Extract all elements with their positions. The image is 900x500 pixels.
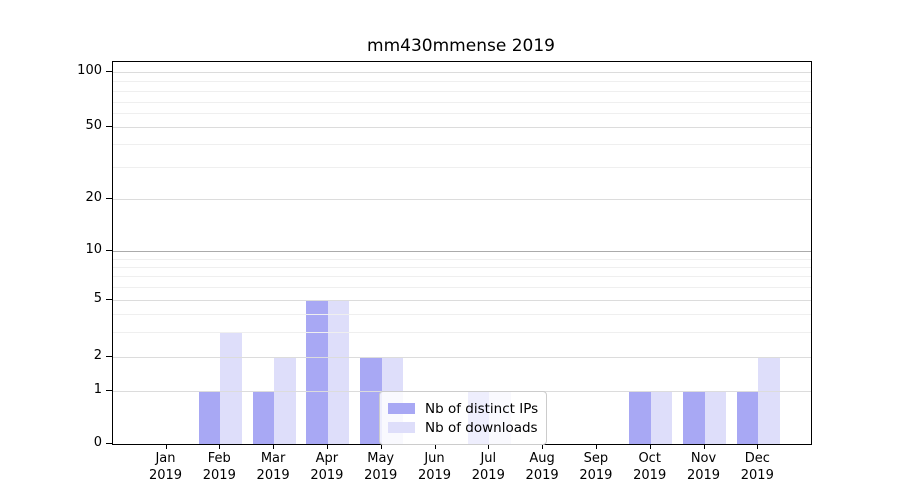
- legend-swatch-downloads: [388, 422, 415, 433]
- x-axis-month-label-mar: Mar: [260, 451, 286, 466]
- x-axis-year-label-aug: 2019: [525, 468, 559, 483]
- gridline-major-100: [113, 72, 811, 73]
- y-axis-tick-label-100: 100: [77, 63, 102, 78]
- bar-may-distinct-ips: [360, 357, 382, 444]
- x-axis-year-label-jul: 2019: [471, 468, 505, 483]
- x-axis-tick-mark-oct: [649, 444, 651, 449]
- x-axis-year-label-oct: 2019: [633, 468, 667, 483]
- legend-label-downloads: Nb of downloads: [425, 419, 538, 436]
- x-axis-year-label-may: 2019: [364, 468, 398, 483]
- x-axis-tick-mark-dec: [757, 444, 759, 449]
- bar-oct-distinct-ips: [629, 391, 651, 444]
- y-axis-tick-mark-50: [106, 126, 112, 127]
- x-axis-year-label-mar: 2019: [256, 468, 290, 483]
- y-axis-tick-label-0: 0: [93, 435, 102, 450]
- x-axis-tick-mark-sep: [595, 444, 597, 449]
- x-axis-month-label-nov: Nov: [690, 451, 717, 466]
- y-axis-tick-mark-0: [106, 443, 112, 444]
- bar-feb-distinct-ips: [198, 391, 221, 444]
- x-axis-month-label-jan: Jan: [155, 451, 176, 466]
- bar-dec-downloads: [758, 357, 780, 444]
- plot-area: Nb of distinct IPs Nb of downloads: [112, 61, 812, 445]
- bar-apr-distinct-ips: [306, 300, 328, 444]
- bar-nov-downloads: [704, 391, 726, 444]
- y-axis-tick-label-2: 2: [93, 348, 102, 363]
- gridline-minor-80: [113, 91, 811, 92]
- legend-row-downloads: Nb of downloads: [388, 418, 538, 437]
- gridline-major-50: [113, 127, 811, 128]
- gridline-minor-9: [113, 259, 811, 260]
- gridline-minor-8: [113, 267, 811, 268]
- x-axis-month-label-apr: Apr: [315, 451, 339, 466]
- bar-feb-downloads: [220, 332, 242, 444]
- bar-apr-downloads: [327, 300, 350, 444]
- y-axis-tick-label-1: 1: [93, 382, 102, 397]
- bar-dec-distinct-ips: [736, 391, 759, 444]
- gridline-minor-40: [113, 144, 811, 145]
- gridline-minor-30: [113, 167, 811, 168]
- x-axis-year-label-jan: 2019: [148, 468, 183, 483]
- x-axis-year-label-sep: 2019: [579, 468, 613, 483]
- gridline-minor-90: [113, 81, 811, 82]
- x-axis-month-label-jun: Jun: [424, 451, 445, 466]
- x-axis-month-label-jul: Jul: [480, 451, 497, 466]
- y-axis-tick-label-10: 10: [85, 242, 102, 257]
- x-axis-tick-mark-nov: [703, 444, 705, 449]
- gridline-major-20: [113, 199, 811, 200]
- gridline-minor-7: [113, 276, 811, 277]
- x-axis-month-label-sep: Sep: [583, 451, 609, 466]
- gridline-minor-70: [113, 102, 811, 103]
- x-axis-month-label-aug: Aug: [529, 451, 555, 466]
- gridline-minor-60: [113, 113, 811, 114]
- x-axis-month-label-oct: Oct: [638, 451, 661, 466]
- y-axis-tick-mark-5: [106, 299, 112, 300]
- x-axis-tick-mark-aug: [542, 444, 544, 449]
- x-axis-tick-mark-feb: [219, 444, 221, 449]
- bar-nov-distinct-ips: [683, 391, 705, 444]
- y-axis-tick-mark-1: [106, 390, 112, 391]
- legend-label-distinct-ips: Nb of distinct IPs: [425, 400, 539, 417]
- x-axis-month-label-may: May: [367, 451, 395, 466]
- y-axis-tick-label-20: 20: [85, 190, 102, 205]
- bar-mar-downloads: [274, 357, 296, 444]
- x-axis-year-label-feb: 2019: [202, 468, 236, 483]
- x-axis-year-label-nov: 2019: [686, 468, 721, 483]
- y-axis-tick-label-5: 5: [93, 291, 102, 306]
- x-axis-tick-mark-apr: [326, 444, 328, 449]
- legend-row-distinct-ips: Nb of distinct IPs: [388, 399, 539, 418]
- x-axis-tick-mark-may: [380, 444, 382, 449]
- bar-mar-distinct-ips: [252, 391, 275, 444]
- chart-title: mm430mmense 2019: [367, 36, 555, 56]
- x-axis-year-label-jun: 2019: [417, 468, 452, 483]
- legend: Nb of distinct IPs Nb of downloads: [379, 391, 547, 445]
- x-axis-tick-mark-jan: [165, 444, 167, 449]
- y-axis-tick-mark-20: [106, 198, 112, 199]
- y-axis-tick-mark-10: [106, 250, 112, 251]
- gridline-minor-3: [113, 332, 811, 333]
- bar-oct-downloads: [650, 391, 673, 444]
- x-axis-tick-mark-jun: [434, 444, 436, 449]
- y-axis-tick-label-50: 50: [85, 118, 102, 133]
- x-axis-tick-mark-mar: [273, 444, 275, 449]
- x-axis-tick-mark-jul: [488, 444, 490, 449]
- gridline-major-2: [113, 357, 811, 358]
- gridline-minor-6: [113, 287, 811, 288]
- gridline-major-10: [113, 251, 811, 252]
- gridline-major-5: [113, 300, 811, 301]
- y-axis-tick-mark-100: [106, 71, 112, 72]
- x-axis-month-label-feb: Feb: [207, 451, 231, 466]
- legend-swatch-distinct-ips: [388, 403, 415, 414]
- y-axis-tick-mark-2: [106, 356, 112, 357]
- x-axis-month-label-dec: Dec: [744, 451, 770, 466]
- x-axis-year-label-apr: 2019: [310, 468, 344, 483]
- x-axis-year-label-dec: 2019: [740, 468, 774, 483]
- gridline-minor-4: [113, 314, 811, 315]
